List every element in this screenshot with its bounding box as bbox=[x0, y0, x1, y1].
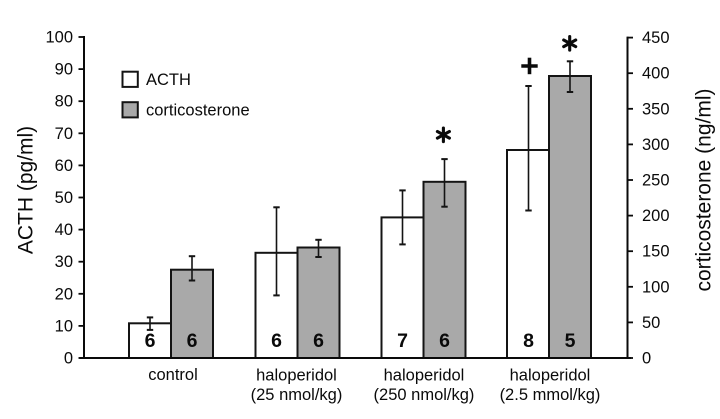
svg-text:20: 20 bbox=[55, 285, 73, 303]
svg-text:7: 7 bbox=[397, 330, 408, 352]
svg-text:300: 300 bbox=[642, 136, 670, 154]
svg-text:30: 30 bbox=[55, 253, 73, 271]
svg-text:200: 200 bbox=[642, 207, 670, 225]
svg-text:100: 100 bbox=[642, 278, 670, 296]
svg-text:haloperidol: haloperidol bbox=[256, 367, 337, 385]
svg-text:haloperidol: haloperidol bbox=[510, 367, 591, 385]
svg-text:250: 250 bbox=[642, 172, 670, 190]
svg-text:100: 100 bbox=[45, 29, 73, 47]
svg-text:6: 6 bbox=[313, 330, 324, 352]
svg-text:6: 6 bbox=[439, 330, 450, 352]
svg-text:corticosterone (ng/ml): corticosterone (ng/ml) bbox=[693, 88, 716, 291]
svg-text:haloperidol: haloperidol bbox=[384, 367, 465, 385]
svg-text:450: 450 bbox=[642, 29, 670, 47]
svg-text:(250 nmol/kg): (250 nmol/kg) bbox=[374, 386, 475, 404]
svg-text:6: 6 bbox=[271, 330, 282, 352]
svg-text:80: 80 bbox=[55, 93, 73, 111]
svg-text:150: 150 bbox=[642, 243, 670, 261]
svg-text:50: 50 bbox=[55, 189, 73, 207]
svg-text:0: 0 bbox=[64, 350, 73, 368]
svg-text:corticosterone: corticosterone bbox=[146, 102, 250, 120]
svg-text:ACTH (pg/ml): ACTH (pg/ml) bbox=[15, 126, 38, 254]
svg-text:70: 70 bbox=[55, 125, 73, 143]
svg-text:50: 50 bbox=[642, 314, 660, 332]
svg-text:40: 40 bbox=[55, 221, 73, 239]
svg-text:6: 6 bbox=[187, 330, 198, 352]
svg-text:(25 nmol/kg): (25 nmol/kg) bbox=[251, 386, 343, 404]
svg-text:350: 350 bbox=[642, 100, 670, 118]
svg-text:(2.5 mmol/kg): (2.5 mmol/kg) bbox=[500, 386, 601, 404]
svg-text:5: 5 bbox=[565, 330, 576, 352]
svg-text:60: 60 bbox=[55, 157, 73, 175]
svg-text:0: 0 bbox=[642, 350, 651, 368]
svg-text:8: 8 bbox=[523, 330, 534, 352]
svg-text:90: 90 bbox=[55, 61, 73, 79]
svg-text:6: 6 bbox=[145, 330, 156, 352]
svg-text:control: control bbox=[148, 366, 198, 384]
svg-text:400: 400 bbox=[642, 65, 670, 83]
svg-text:10: 10 bbox=[55, 317, 73, 335]
svg-text:ACTH: ACTH bbox=[146, 71, 191, 89]
